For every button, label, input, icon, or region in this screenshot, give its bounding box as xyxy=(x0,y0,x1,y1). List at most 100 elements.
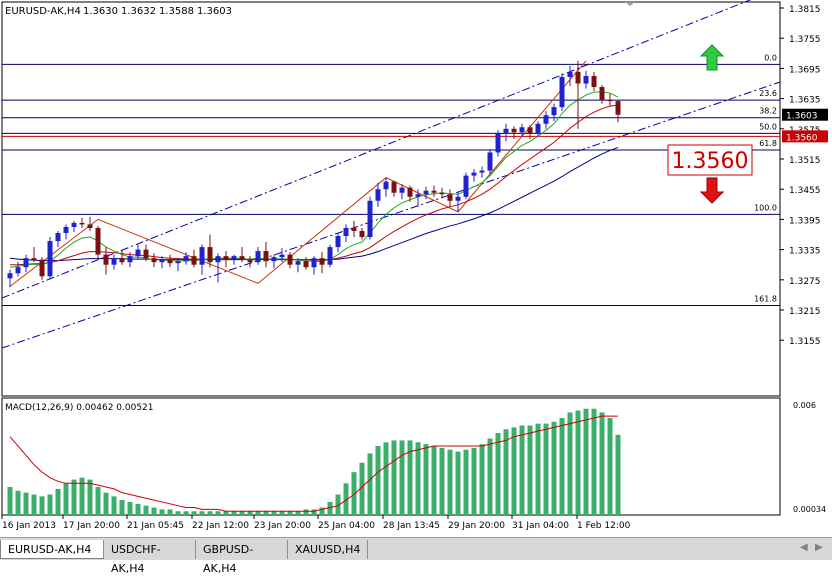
fib-level-label: 161.8 xyxy=(754,294,777,303)
candle-body xyxy=(159,259,165,263)
price-tick-label: 1.3455 xyxy=(789,186,821,196)
tab-usdchf[interactable]: USDCHF-AK,H4 xyxy=(104,540,196,575)
candle-body xyxy=(271,257,277,262)
candle-body xyxy=(591,75,597,88)
tab-scroll-right-icon[interactable]: ▶ xyxy=(815,542,823,553)
candle-body xyxy=(407,187,413,197)
price-tick-label: 1.3335 xyxy=(789,247,821,257)
tab-eurusd[interactable]: EURUSD-AK,H4 xyxy=(0,540,104,559)
candle-body xyxy=(167,259,173,264)
candle-body xyxy=(39,259,45,277)
candle-body xyxy=(311,258,317,268)
macd-bar xyxy=(455,451,461,515)
candle-body xyxy=(199,247,205,265)
price-tick-label: 1.3695 xyxy=(789,65,821,75)
macd-bar xyxy=(567,412,573,515)
macd-bar xyxy=(383,442,389,515)
macd-bar xyxy=(351,472,357,515)
candle-body xyxy=(543,115,549,124)
ohlc-value: 1.3603 xyxy=(197,6,232,17)
candle-body xyxy=(111,258,117,265)
candle-body xyxy=(383,181,389,190)
price-tick-label: 1.3395 xyxy=(789,216,821,226)
fib-level-label: 50.0 xyxy=(759,122,777,131)
macd-bar xyxy=(167,509,173,515)
time-tick-label: 1 Feb 12:00 xyxy=(577,521,631,531)
macd-bar xyxy=(423,444,429,515)
candle-body xyxy=(127,256,133,263)
macd-signal-line xyxy=(9,415,618,512)
macd-bar xyxy=(223,511,229,515)
candle-body xyxy=(359,230,365,238)
macd-bar xyxy=(399,440,405,515)
macd-bar xyxy=(407,440,413,515)
channel-upper-line xyxy=(1,0,752,299)
candle-body xyxy=(535,123,541,134)
ohlc-value: 1.3630 xyxy=(83,6,118,17)
price-tick-label: 1.3275 xyxy=(789,277,821,287)
time-tick-label: 21 Jan 05:45 xyxy=(127,521,184,531)
candle-body xyxy=(279,254,285,258)
candle-body xyxy=(343,227,349,237)
macd-bar xyxy=(303,509,309,515)
macd-bar xyxy=(335,494,341,515)
candle-body xyxy=(503,128,509,134)
macd-bar xyxy=(239,511,245,515)
candle-body xyxy=(615,101,621,115)
candle-body xyxy=(55,232,61,242)
level-annotation-box xyxy=(667,144,753,176)
tab-xauusd[interactable]: XAUUSD,H4 xyxy=(288,540,368,559)
candle-body xyxy=(87,224,93,228)
candle-body xyxy=(71,222,77,227)
macd-bar xyxy=(431,446,437,515)
macd-bar xyxy=(111,496,117,515)
macd-bar xyxy=(175,511,181,515)
macd-bar xyxy=(511,427,517,515)
candle-body xyxy=(223,256,229,260)
macd-bar xyxy=(39,496,45,515)
macd-bar xyxy=(47,494,53,515)
macd-bar xyxy=(255,511,261,515)
candle-body xyxy=(319,258,325,265)
macd-bar xyxy=(71,479,77,515)
candle-body xyxy=(255,251,261,263)
candle-body xyxy=(527,127,533,134)
tab-scroll-left-icon[interactable]: ◀ xyxy=(800,542,808,553)
candle-body xyxy=(231,256,237,260)
candle-body xyxy=(455,196,461,201)
macd-bar xyxy=(31,494,37,515)
price-chart[interactable]: 1.38151.37551.36951.36351.35751.35151.34… xyxy=(0,0,832,537)
macd-bar xyxy=(207,511,213,515)
candle-body xyxy=(191,256,197,265)
tab-gbpusd[interactable]: GBPUSD-AK,H4 xyxy=(196,540,288,575)
candle-body xyxy=(519,127,525,133)
macd-bar xyxy=(183,511,189,515)
macd-bar xyxy=(575,410,581,515)
macd-bar xyxy=(367,453,373,515)
channel-lower-line xyxy=(1,81,781,349)
macd-bar xyxy=(79,477,85,515)
candle-body xyxy=(415,194,421,197)
macd-bar xyxy=(527,425,533,515)
candle-body xyxy=(511,128,517,133)
macd-tick-label: 0.00034 xyxy=(793,505,826,514)
candle-body xyxy=(447,194,453,201)
fib-level-label: 0.0 xyxy=(764,53,777,62)
macd-bar xyxy=(231,511,237,515)
candle-body xyxy=(15,267,21,274)
macd-bar xyxy=(503,429,509,515)
macd-bar xyxy=(143,505,149,515)
macd-bar xyxy=(559,418,565,515)
candle-body xyxy=(367,200,373,238)
macd-bar xyxy=(359,462,365,515)
ohlc-value: 1.3588 xyxy=(159,6,194,17)
candle-body xyxy=(479,170,485,173)
candle-body xyxy=(119,258,125,263)
macd-bar xyxy=(55,488,61,515)
candle-body xyxy=(183,256,189,262)
macd-bar xyxy=(495,432,501,515)
down-arrow-icon xyxy=(699,177,725,204)
candle-body xyxy=(63,226,69,233)
candle-body xyxy=(79,222,85,225)
price-tick-label: 1.3635 xyxy=(789,96,821,106)
